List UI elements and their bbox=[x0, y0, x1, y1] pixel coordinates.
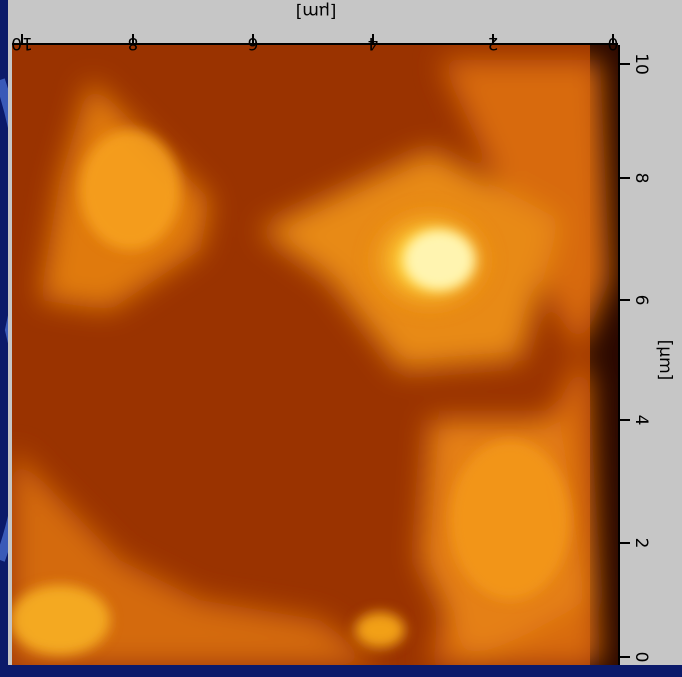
right-tick-label: 2 bbox=[631, 538, 651, 549]
top-tick-label: 4 bbox=[368, 33, 379, 53]
top-tick-label: 6 bbox=[248, 33, 259, 53]
top-tick-label: 0 bbox=[608, 33, 619, 53]
right-tick-label: 4 bbox=[631, 415, 651, 426]
bottom-strip bbox=[0, 665, 682, 677]
top-tick-label: 10 bbox=[11, 33, 33, 53]
top-tick-label: 8 bbox=[128, 33, 139, 53]
right-tick-label: 10 bbox=[631, 53, 651, 75]
right-tick-label: 0 bbox=[631, 652, 651, 663]
top-tick-label: 2 bbox=[488, 33, 499, 53]
right-tick-label: 6 bbox=[631, 295, 651, 306]
right-axis: [μm] 10 8 6 4 2 0 bbox=[618, 45, 675, 665]
right-axis-unit: [μm] bbox=[655, 340, 675, 381]
top-axis-unit: [μm] bbox=[296, 1, 337, 21]
afm-image bbox=[12, 45, 618, 665]
top-axis: [μm] 10 8 6 4 2 0 bbox=[11, 1, 618, 53]
right-tick-label: 8 bbox=[631, 173, 651, 184]
